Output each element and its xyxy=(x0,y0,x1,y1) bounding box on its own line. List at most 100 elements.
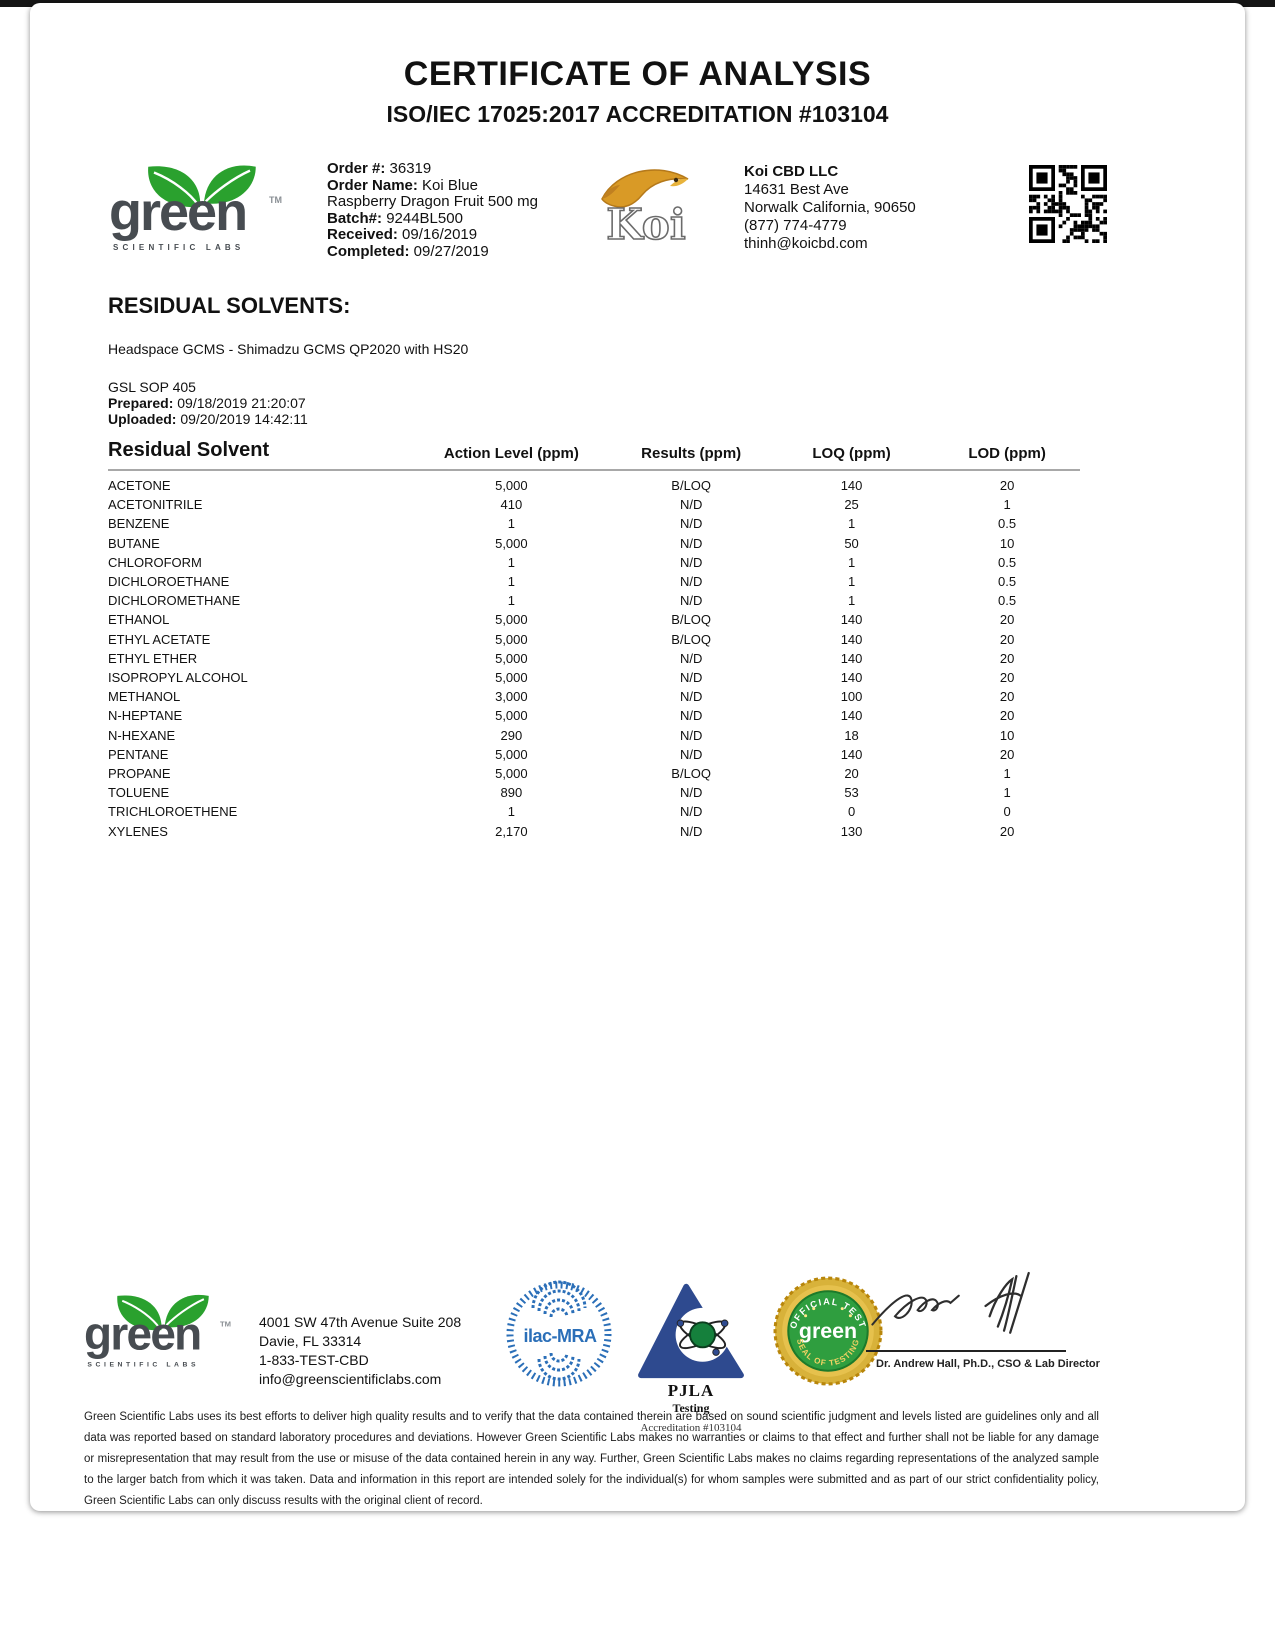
pjla-name: PJLA xyxy=(667,1381,715,1400)
koi-fish-icon: Koi xyxy=(601,169,689,250)
received-label: Received: xyxy=(327,226,398,243)
solvent-value: 20 xyxy=(999,612,1015,628)
solvent-value: 1 xyxy=(1003,785,1011,801)
solvent-value: 1 xyxy=(507,554,515,570)
koi-logo-word: Koi xyxy=(606,200,686,249)
seal-center-text: green xyxy=(799,1319,857,1343)
column-header-action-level: Action Level (ppm) xyxy=(409,439,614,471)
solvent-value: N/D xyxy=(679,708,703,724)
solvent-value: 5,000 xyxy=(495,631,528,647)
solvent-value: 5,000 xyxy=(495,766,528,782)
solvent-name: PROPANE xyxy=(108,766,171,782)
solvent-value: 100 xyxy=(840,689,863,705)
table-row: PROPANE 5,000 B/LOQ 20 1 xyxy=(108,764,1080,783)
solvent-value: 5,000 xyxy=(495,535,528,551)
solvent-name: BENZENE xyxy=(108,516,170,532)
signature-block: Dr. Andrew Hall, Ph.D., CSO & Lab Direct… xyxy=(862,1271,1100,1370)
table-row: PENTANE 5,000 N/D 140 20 xyxy=(108,745,1080,764)
solvent-name: BUTANE xyxy=(108,535,160,551)
batch-value: 9244BL500 xyxy=(386,209,463,227)
solvent-value: 1 xyxy=(507,574,515,590)
client-info-block: Koi CBD LLC 14631 Best Ave Norwalk Calif… xyxy=(744,163,916,253)
solvent-value: N/D xyxy=(679,535,703,551)
leaf-icon xyxy=(148,165,256,208)
seal-of-testing-icon: OFFICIAL TEST green SEAL OF TESTING xyxy=(773,1276,883,1386)
solvent-value: 1 xyxy=(847,593,856,609)
order-number-label: Order #: xyxy=(327,160,386,177)
table-header-row: Residual Solvent Action Level (ppm) Resu… xyxy=(108,439,1080,471)
solvent-value: 130 xyxy=(840,823,863,839)
client-email: thinh@koicbd.com xyxy=(744,235,868,252)
koi-logo: Koi xyxy=(596,159,696,251)
solvent-value: 5,000 xyxy=(495,670,528,686)
solvent-value: N/D xyxy=(679,727,703,743)
solvent-value: 3,000 xyxy=(495,689,528,705)
column-header-solvent: Residual Solvent xyxy=(108,439,410,471)
pjla-testing: Testing xyxy=(672,1401,710,1415)
solvent-value: N/D xyxy=(679,689,703,705)
solvent-value: 1 xyxy=(847,516,856,532)
order-name-line2: Raspberry Dragon Fruit 500 mg xyxy=(327,193,538,210)
solvent-value: 0.5 xyxy=(998,516,1017,532)
prepared-value: 09/18/2019 21:20:07 xyxy=(177,395,306,411)
solvent-value: 890 xyxy=(500,785,523,801)
solvent-value: 410 xyxy=(500,497,523,513)
solvent-name: N-HEXANE xyxy=(108,727,176,743)
order-name-line: Order Name: Koi Blue xyxy=(327,176,538,195)
table-row: ETHYL ETHER 5,000 N/D 140 20 xyxy=(108,649,1080,668)
disclaimer-text: Green Scientific Labs uses its best effo… xyxy=(84,1411,1099,1507)
accreditation-subtitle: ISO/IEC 17025:2017 ACCREDITATION #103104 xyxy=(386,101,889,127)
solvent-value: B/LOQ xyxy=(671,478,712,493)
certificate-page: CERTIFICATE OF ANALYSIS ISO/IEC 17025:20… xyxy=(30,3,1245,1511)
solvent-value: 1 xyxy=(847,574,856,590)
ilac-mra-label: ilac-MRA xyxy=(523,1326,597,1346)
solvent-value: 5,000 xyxy=(495,650,528,666)
green-logo-tm: TM xyxy=(269,195,282,205)
solvent-value: 50 xyxy=(844,535,859,551)
solvent-value: 20 xyxy=(999,478,1015,493)
solvent-value: 0.5 xyxy=(998,593,1017,609)
solvent-value: 20 xyxy=(999,650,1015,666)
column-header-results: Results (ppm) xyxy=(613,439,769,471)
green-logo-subtext: SCIENTIFIC LABS xyxy=(113,243,245,252)
solvent-name: ETHANOL xyxy=(108,612,170,628)
prepared-label: Prepared: xyxy=(108,395,174,411)
solvent-value: 20 xyxy=(999,670,1015,686)
solvent-value: 140 xyxy=(840,708,863,724)
table-row: N-HEPTANE 5,000 N/D 140 20 xyxy=(108,706,1080,725)
green-logo-tm: TM xyxy=(220,1319,232,1329)
lab-address1: 4001 SW 47th Avenue Suite 208 xyxy=(259,1314,462,1330)
order-name-label: Order Name: xyxy=(327,176,418,194)
solvent-value: N/D xyxy=(679,785,703,801)
table-row: TRICHLOROETHENE 1 N/D 0 0 xyxy=(108,802,1080,821)
leaf-icon xyxy=(117,1294,209,1331)
solvent-value: B/LOQ xyxy=(671,766,712,782)
page-title: CERTIFICATE OF ANALYSIS xyxy=(403,55,872,93)
received-line: Received: 09/16/2019 xyxy=(327,226,538,244)
table-row: CHLOROFORM 1 N/D 1 0.5 xyxy=(108,553,1080,572)
client-phone: (877) 774-4779 xyxy=(744,217,847,234)
solvent-value: 20 xyxy=(844,766,859,782)
solvent-value: N/D xyxy=(679,823,703,839)
solvent-value: 290 xyxy=(500,727,523,743)
table-row: ISOPROPYL ALCOHOL 5,000 N/D 140 20 xyxy=(108,668,1080,687)
solvent-value: 0.5 xyxy=(998,554,1017,570)
solvent-value: 1 xyxy=(1003,766,1011,782)
lab-email: info@greenscientificlabs.com xyxy=(259,1371,442,1387)
solvent-value: 20 xyxy=(999,746,1015,762)
solvent-name: PENTANE xyxy=(108,746,169,762)
uploaded-value: 09/20/2019 14:42:11 xyxy=(180,411,308,427)
green-logo-word: green xyxy=(109,182,248,242)
solvent-value: 1 xyxy=(1003,497,1011,513)
client-name: Koi CBD LLC xyxy=(744,163,839,180)
order-info-block: Order #: 36319 Order Name: Koi Blue Rasp… xyxy=(327,160,538,260)
green-logo-subtext: SCIENTIFIC LABS xyxy=(87,1360,200,1369)
qr-code xyxy=(1029,165,1107,243)
table-row: XYLENES 2,170 N/D 130 20 xyxy=(108,822,1080,841)
batch-line: Batch#: 9244BL500 xyxy=(327,209,538,228)
lab-phone: 1-833-TEST-CBD xyxy=(259,1352,369,1368)
table-row: BUTANE 5,000 N/D 50 10 xyxy=(108,534,1080,553)
solvent-value: B/LOQ xyxy=(671,612,712,628)
pjla-accreditation: Accreditation #103104 xyxy=(640,1422,742,1434)
table-row: ETHANOL 5,000 B/LOQ 140 20 xyxy=(108,610,1080,629)
